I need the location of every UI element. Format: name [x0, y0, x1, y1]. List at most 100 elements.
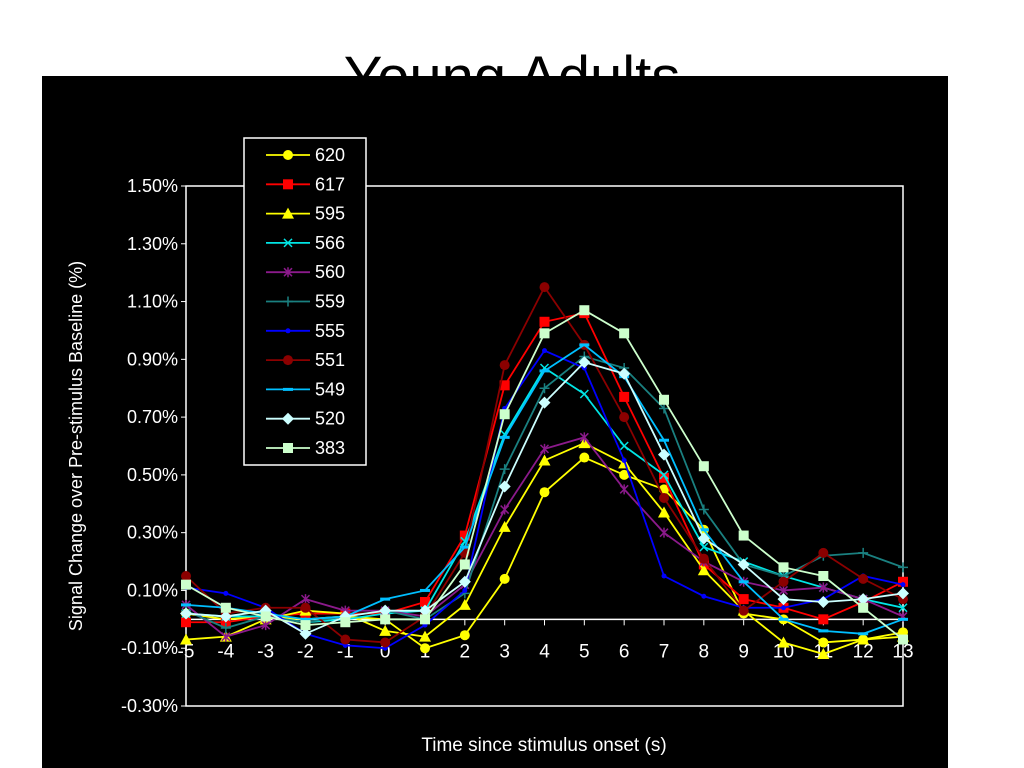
- x-tick-label: 5: [579, 641, 590, 662]
- marker-dash: [659, 438, 669, 442]
- x-tick-label: -2: [297, 641, 314, 662]
- marker-square: [619, 328, 630, 339]
- x-tick-label: 12: [853, 641, 874, 662]
- marker-triangle: [379, 624, 392, 636]
- series-line-560: [185, 436, 904, 638]
- marker-plus: [698, 504, 709, 515]
- marker-dash: [499, 435, 510, 439]
- marker-triangle: [538, 454, 551, 466]
- x-tick-label: 13: [892, 641, 913, 662]
- marker-dot: [621, 457, 627, 463]
- legend-label: 566: [315, 233, 345, 253]
- marker-diamond: [180, 607, 192, 620]
- x-tick-label: 2: [460, 641, 471, 662]
- marker-dot: [900, 582, 906, 588]
- y-tick-label: 1.30%: [127, 234, 178, 254]
- legend-item-566: 566: [266, 233, 345, 253]
- marker-star: [659, 527, 669, 538]
- marker-square: [220, 602, 231, 613]
- marker-star: [619, 484, 629, 495]
- y-tick-label: 1.50%: [127, 176, 178, 196]
- marker-x: [699, 542, 709, 552]
- legend-label: 620: [315, 145, 345, 165]
- marker-circle: [698, 553, 709, 564]
- marker-diamond: [299, 627, 312, 640]
- marker-dot: [781, 605, 786, 611]
- marker-circle: [778, 576, 789, 587]
- legend-item-620: 620: [266, 145, 345, 165]
- x-tick-label: -4: [217, 641, 234, 662]
- marker-diamond: [282, 412, 294, 425]
- x-tick-label: 3: [499, 641, 510, 662]
- marker-diamond: [817, 596, 830, 608]
- marker-circle: [539, 487, 550, 498]
- marker-diamond: [219, 610, 232, 623]
- series-549: [181, 343, 908, 636]
- marker-square: [459, 559, 470, 570]
- marker-dash: [300, 617, 311, 621]
- x-tick-label: 6: [619, 641, 630, 662]
- marker-circle: [499, 360, 510, 371]
- marker-square: [340, 617, 351, 628]
- marker-square: [499, 380, 510, 391]
- y-tick-label: 0.90%: [127, 349, 178, 369]
- legend-label: 549: [315, 379, 345, 399]
- marker-star: [500, 504, 510, 515]
- marker-square: [619, 391, 630, 402]
- marker-dash: [539, 369, 550, 373]
- marker-triangle: [777, 636, 790, 648]
- marker-dash: [778, 617, 789, 621]
- marker-circle: [499, 573, 510, 584]
- marker-dash: [181, 603, 191, 607]
- x-tick-label: 7: [659, 641, 670, 662]
- y-tick-label: 0.70%: [127, 407, 178, 427]
- marker-dot: [223, 590, 229, 596]
- marker-triangle: [817, 648, 830, 659]
- marker-square: [420, 614, 430, 625]
- legend-item-559: 559: [266, 292, 345, 312]
- marker-triangle: [458, 598, 471, 610]
- legend-item-549: 549: [266, 379, 345, 399]
- y-tick-label: -0.30%: [121, 696, 178, 716]
- marker-diamond: [857, 593, 870, 606]
- marker-plus: [659, 403, 669, 414]
- marker-square: [499, 409, 510, 420]
- marker-square: [738, 530, 749, 541]
- marker-diamond: [379, 604, 392, 617]
- marker-triangle: [697, 564, 710, 576]
- x-tick-label: -5: [178, 641, 195, 662]
- marker-circle: [181, 571, 191, 581]
- marker-diamond: [658, 448, 670, 461]
- marker-square: [659, 394, 669, 405]
- marker-x: [619, 441, 629, 451]
- marker-dot: [701, 593, 707, 599]
- marker-diamond: [419, 604, 431, 617]
- marker-x: [659, 470, 669, 480]
- marker-star: [300, 594, 311, 605]
- marker-x: [283, 238, 293, 248]
- marker-square: [818, 571, 829, 581]
- marker-square: [283, 443, 293, 453]
- marker-dash: [459, 545, 470, 549]
- series-595: [180, 437, 909, 659]
- marker-circle: [420, 643, 430, 654]
- marker-dash: [738, 580, 749, 584]
- marker-circle: [659, 493, 669, 503]
- marker-plus: [539, 383, 550, 394]
- y-tick-label: 1.10%: [127, 292, 178, 312]
- marker-plus: [499, 464, 510, 475]
- marker-diamond: [578, 356, 591, 369]
- marker-triangle: [658, 506, 670, 518]
- marker-square: [181, 617, 191, 628]
- marker-circle: [818, 547, 829, 558]
- marker-circle: [300, 602, 311, 613]
- y-tick-label: 0.10%: [127, 580, 178, 600]
- marker-circle: [340, 634, 351, 645]
- marker-square: [698, 461, 709, 472]
- marker-square: [283, 179, 293, 190]
- marker-x: [898, 603, 908, 613]
- marker-star: [539, 443, 550, 454]
- marker-star: [221, 631, 231, 642]
- marker-circle: [619, 469, 630, 480]
